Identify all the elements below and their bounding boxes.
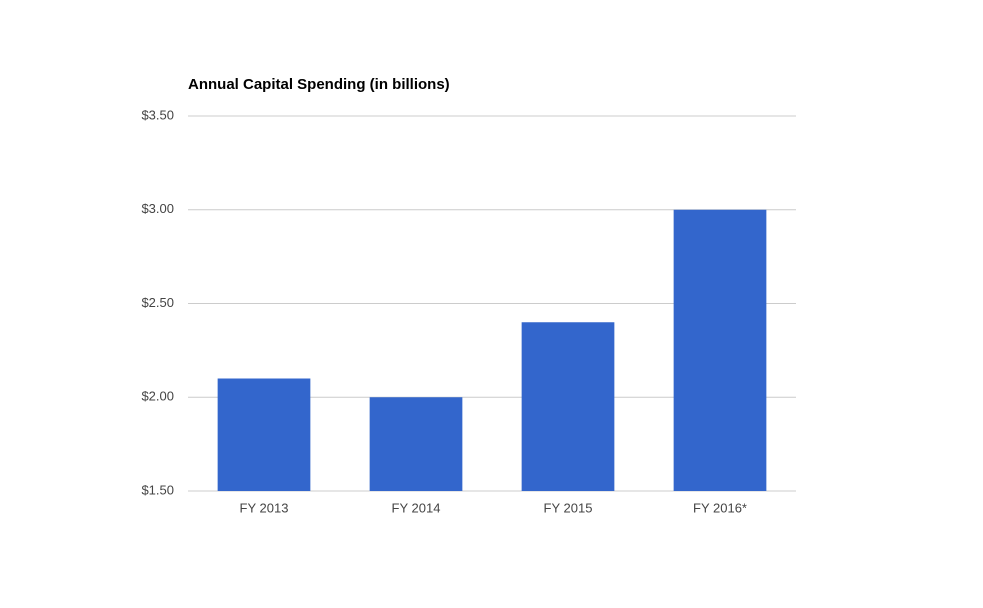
bar [217,378,311,491]
y-tick-label: $2.00 [141,389,174,404]
y-tick-label: $3.00 [141,201,174,216]
x-tick-label: FY 2014 [392,500,441,515]
bar [369,397,463,491]
x-tick-label: FY 2016* [693,500,747,515]
y-tick-label: $1.50 [141,482,174,497]
x-tick-label: FY 2015 [544,500,593,515]
y-tick-label: $3.50 [141,107,174,122]
bar [673,209,767,491]
x-tick-label: FY 2013 [240,500,289,515]
chart-title: Annual Capital Spending (in billions) [188,76,450,93]
y-tick-label: $2.50 [141,295,174,310]
bar [521,322,615,491]
